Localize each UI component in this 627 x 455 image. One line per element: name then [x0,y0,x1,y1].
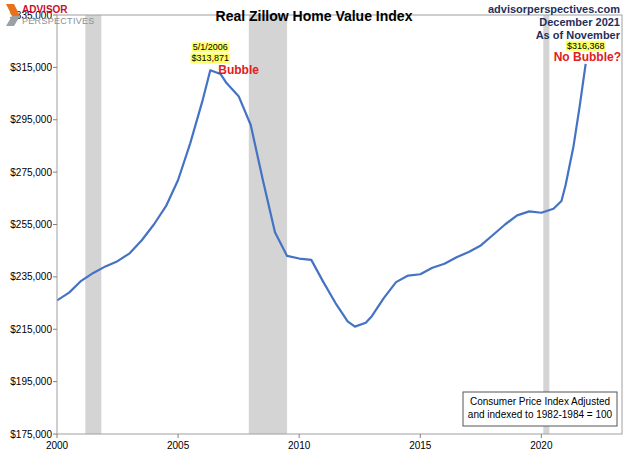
note-box [463,392,617,426]
annotation-label: $313,871 [191,53,231,63]
chart: $175,000 $195,000 $215,000 $235,000 $255,000… [0,0,627,455]
x-tick [541,434,542,438]
y-tick-label: $215,000 [10,324,52,335]
annotation-label: 5/1/2006 [192,42,229,52]
annotation-value: $313,871 [192,53,230,63]
source-text: December 2021 [539,16,620,28]
source-text: As of November [536,29,621,41]
logo-text: ADVISOR [22,4,68,15]
recession-band [85,15,101,434]
annotation-highlight [192,42,229,52]
annotations: 5/1/2006$313,871Bubble$316,368No Bubble? [191,41,621,78]
x-tick [299,434,300,438]
note: Consumer Price Index Adjusted and indexed… [463,392,617,426]
y-tick [53,329,57,330]
y-tick-label: $195,000 [10,376,52,387]
logo-text: PERSPECTIVES [22,16,95,26]
source-text: advisorperspectives.com [488,3,620,15]
logo-icon [6,16,20,26]
x-tick [57,434,58,438]
annotation-text: No Bubble? [554,50,621,64]
x-tick-label: 2005 [167,440,190,451]
y-tick [53,67,57,68]
recession-band [249,15,287,434]
x-tick-label: 2015 [409,440,432,451]
data-line [57,64,586,327]
y-tick [53,172,57,173]
x-tick-label: 2020 [530,440,553,451]
background [0,0,627,455]
x-tick [178,434,179,438]
x-tick-label: 2000 [46,440,69,451]
y-tick-label: $235,000 [10,271,52,282]
y-tick [53,381,57,382]
annotation-value: 5/1/2006 [193,42,228,52]
annotation-highlight [191,53,231,63]
y-tick-label: $315,000 [10,62,52,73]
y-tick-label: $295,000 [10,114,52,125]
title: Real Zillow Home Value Index [216,8,413,24]
y-tick [53,224,57,225]
logo-icon [6,4,20,16]
recession-band [543,15,549,434]
logo: ADVISORPERSPECTIVES [6,4,95,26]
plot-area [57,15,586,434]
x-tick-label: 2010 [288,440,311,451]
y-tick [53,119,57,120]
y-tick [53,434,57,435]
annotation-text: Bubble [218,63,259,77]
y-tick-label: $175,000 [10,429,52,440]
y-tick [53,276,57,277]
note-text: Consumer Price Index Adjusted [470,396,610,407]
y-tick-label: $275,000 [10,167,52,178]
x-tick [420,434,421,438]
plot-frame [57,15,622,434]
y-tick-label: $255,000 [10,219,52,230]
note-text: and indexed to 1982-1984 = 100 [468,409,613,420]
